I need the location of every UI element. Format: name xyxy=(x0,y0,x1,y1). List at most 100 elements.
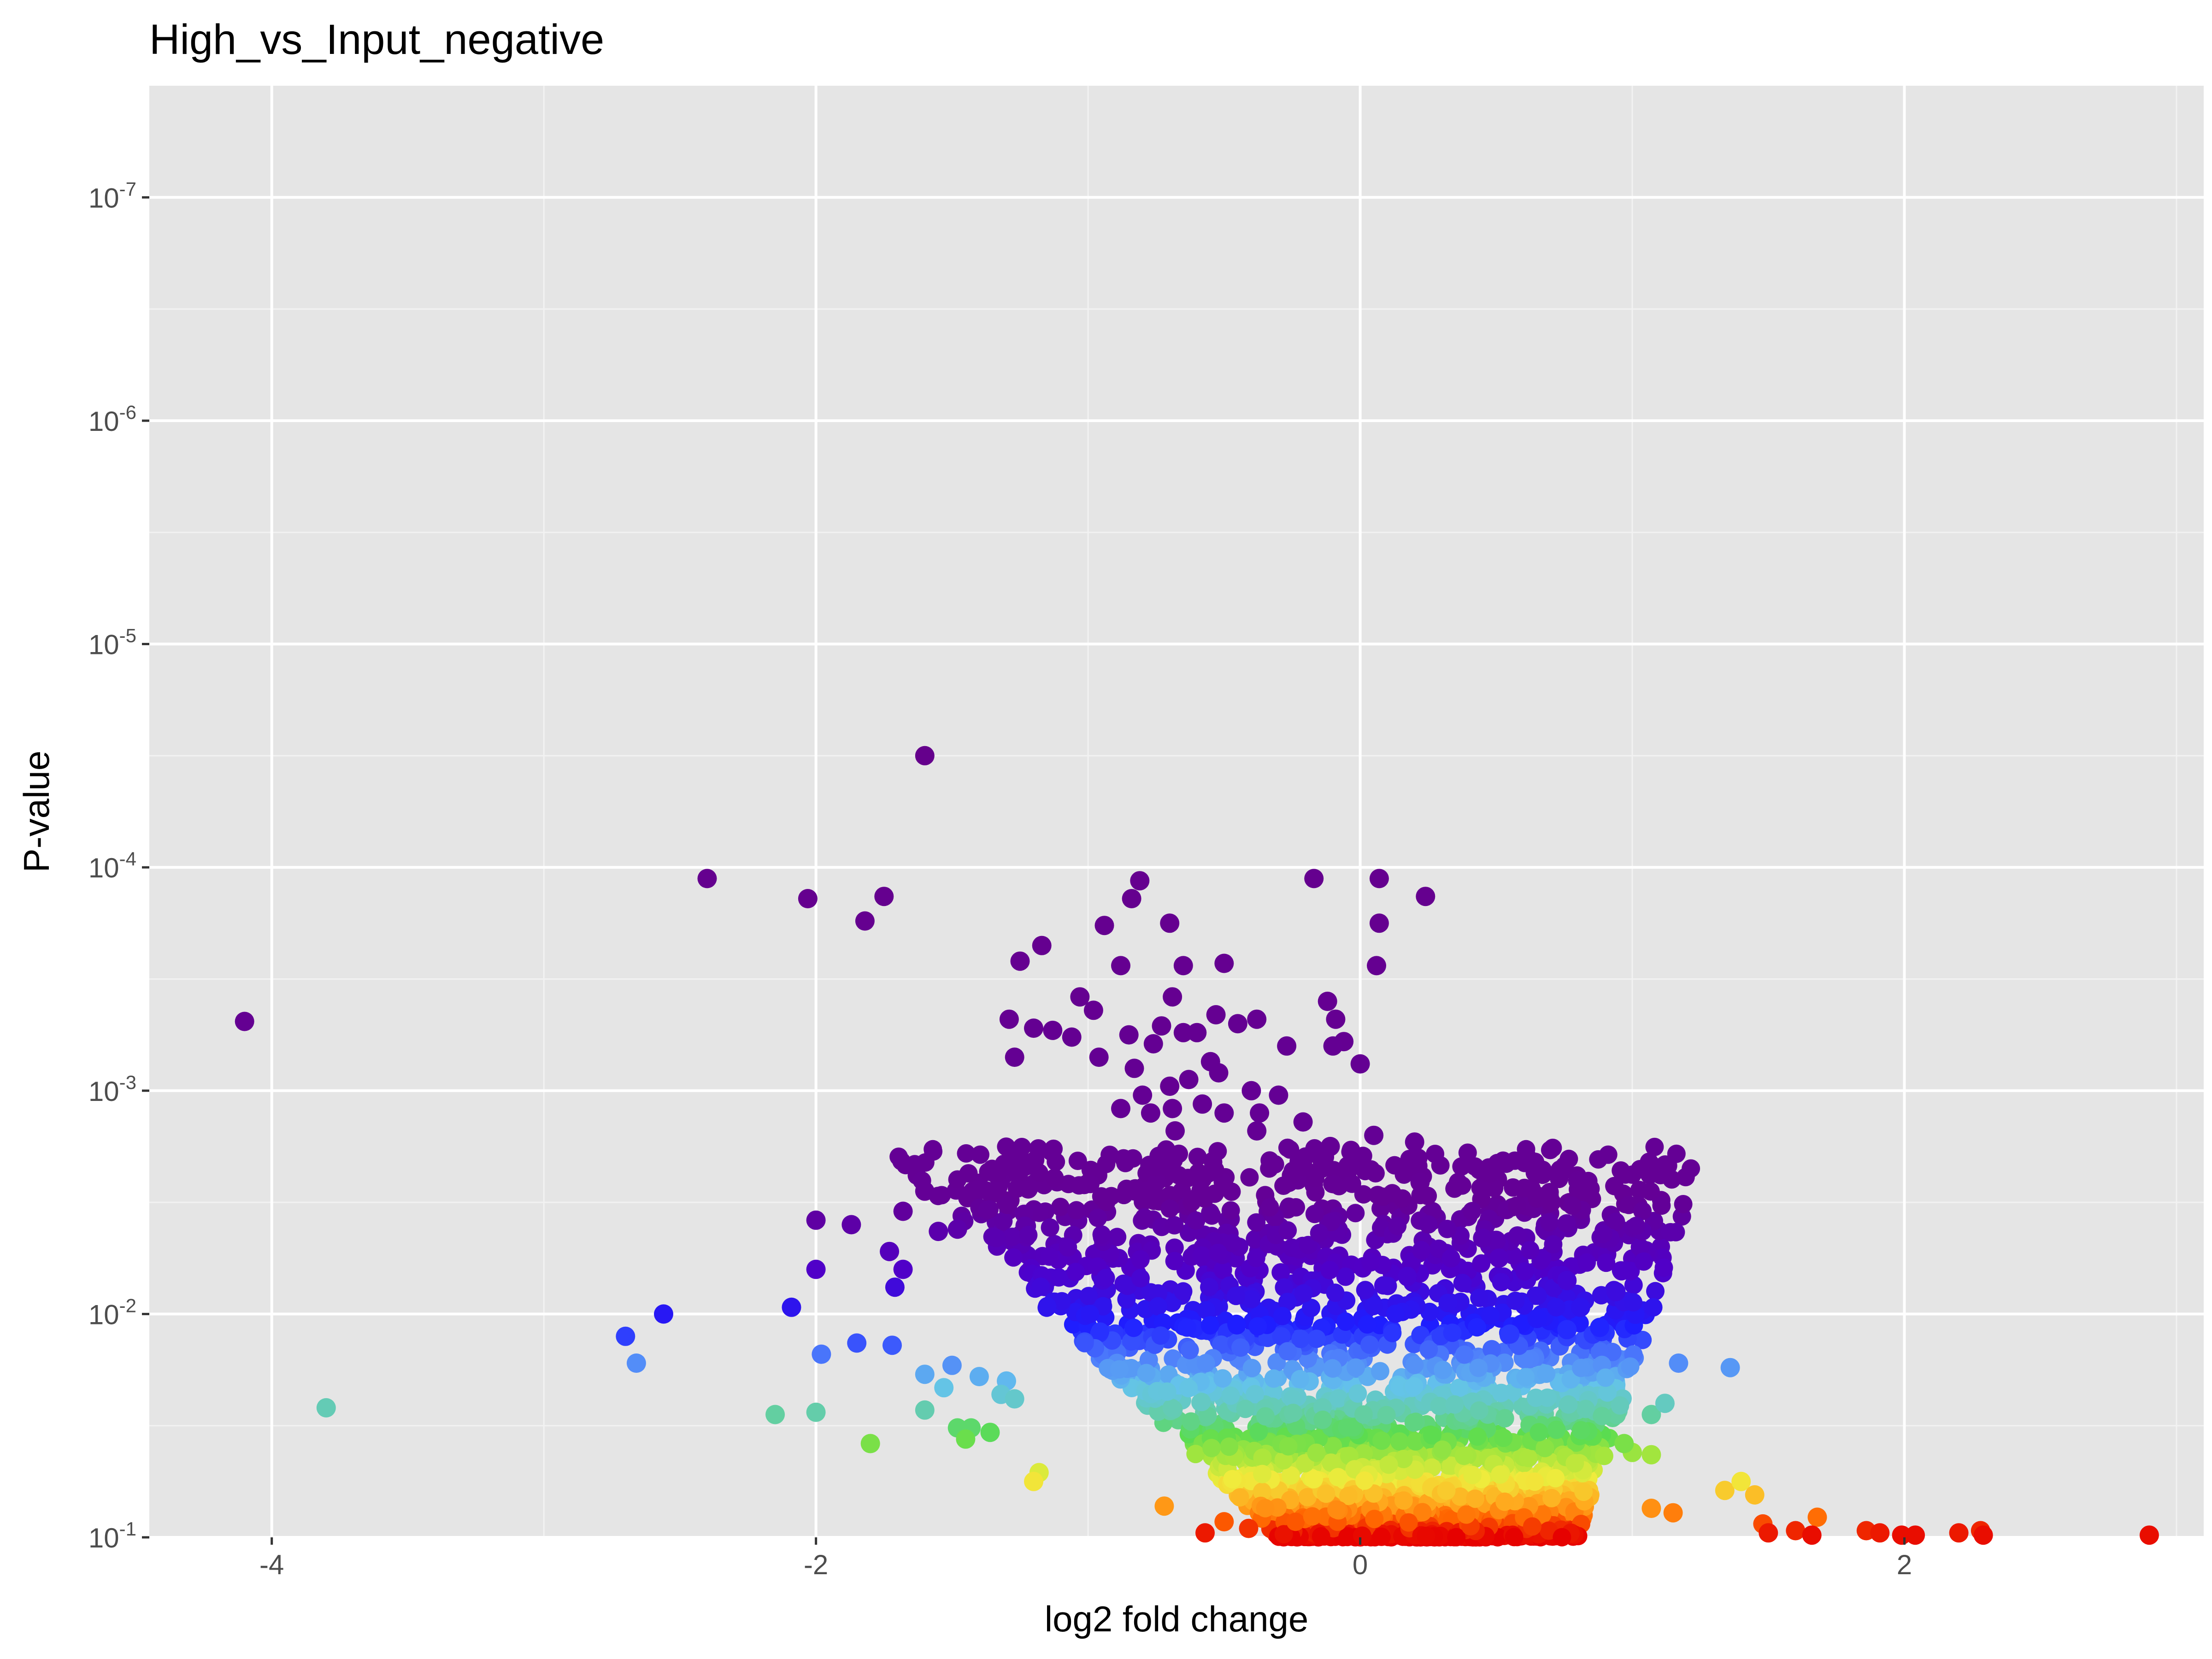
bulk-point xyxy=(1221,1201,1240,1220)
data-point xyxy=(806,1402,826,1422)
data-point xyxy=(860,1434,880,1453)
bulk-point xyxy=(1535,1439,1554,1458)
bulk-point xyxy=(1481,1306,1500,1325)
bulk-point xyxy=(1441,1249,1460,1268)
bulk-point xyxy=(1197,1301,1216,1319)
bulk-point xyxy=(1045,1168,1064,1187)
bulk-point xyxy=(1151,1326,1170,1345)
bulk-point xyxy=(1148,1297,1167,1316)
bulk-point xyxy=(1405,1377,1424,1396)
bulk-point xyxy=(1336,1312,1355,1331)
bulk-point xyxy=(1221,1386,1240,1405)
bulk-point xyxy=(1306,1169,1325,1188)
data-point xyxy=(882,1335,902,1355)
data-point xyxy=(1870,1523,1890,1543)
bulk-point xyxy=(1633,1201,1652,1220)
data-point xyxy=(1032,935,1052,955)
bulk-point xyxy=(1624,1276,1643,1294)
bulk-point xyxy=(1317,1484,1335,1503)
bulk-point xyxy=(1394,1450,1413,1468)
bulk-point xyxy=(1597,1253,1616,1272)
bulk-point xyxy=(1162,1399,1181,1418)
bulk-point xyxy=(1220,1437,1239,1456)
bulk-point xyxy=(1165,1216,1184,1235)
data-point xyxy=(1228,1014,1247,1034)
bulk-point xyxy=(1038,1297,1057,1316)
x-axis-title: log2 fold change xyxy=(1045,1599,1308,1639)
bulk-point xyxy=(1506,1291,1525,1310)
data-point xyxy=(915,746,935,765)
bulk-point xyxy=(1347,1358,1365,1377)
bulk-point xyxy=(1131,1250,1150,1269)
bulk-point xyxy=(1303,1507,1322,1526)
bulk-point xyxy=(1508,1196,1526,1215)
bulk-point xyxy=(1644,1298,1663,1317)
bulk-point xyxy=(1366,1164,1385,1182)
data-point xyxy=(874,887,894,906)
bulk-point xyxy=(1326,1283,1345,1302)
data-point xyxy=(999,1009,1019,1029)
data-point xyxy=(1239,1518,1259,1538)
data-point xyxy=(1367,956,1386,976)
y-tick-label: 10-7 xyxy=(88,178,136,213)
bulk-point xyxy=(1605,1177,1624,1195)
bulk-point xyxy=(1577,1181,1596,1200)
data-point xyxy=(1906,1525,1925,1545)
data-point xyxy=(1557,1271,1577,1290)
data-point xyxy=(1062,1027,1082,1047)
bulk-point xyxy=(1212,1335,1230,1354)
bulk-point xyxy=(1003,1227,1022,1246)
data-point xyxy=(1527,1309,1547,1329)
data-point xyxy=(1807,1507,1827,1527)
bulk-point xyxy=(1472,1254,1491,1273)
bulk-point xyxy=(1182,1412,1200,1431)
data-point xyxy=(616,1326,635,1346)
data-point xyxy=(1320,1136,1340,1156)
data-point xyxy=(1141,1103,1160,1123)
bulk-point xyxy=(1455,1345,1474,1364)
data-point xyxy=(1590,1318,1610,1337)
bulk-point xyxy=(1160,1199,1179,1218)
x-tick-label: 0 xyxy=(1353,1549,1368,1580)
bulk-point xyxy=(1286,1512,1305,1531)
bulk-point xyxy=(1525,1472,1544,1491)
data-point xyxy=(1160,1077,1180,1096)
bulk-point xyxy=(1274,1525,1293,1544)
bulk-point xyxy=(1075,1334,1094,1353)
bulk-point xyxy=(1494,1151,1512,1170)
bulk-point xyxy=(1538,1388,1557,1407)
bulk-point xyxy=(1374,1276,1393,1295)
bulk-point xyxy=(1278,1138,1297,1157)
data-point xyxy=(1606,1282,1626,1301)
x-tick-label: 2 xyxy=(1897,1549,1912,1580)
bulk-point xyxy=(1458,1143,1477,1162)
bulk-point xyxy=(1066,1263,1085,1282)
data-points xyxy=(235,746,2159,1545)
bulk-point xyxy=(1385,1156,1404,1175)
bulk-point xyxy=(1519,1448,1538,1467)
bulk-point xyxy=(1530,1423,1548,1441)
bulk-point xyxy=(1222,1182,1241,1201)
bulk-point xyxy=(1437,1481,1456,1500)
bulk-point xyxy=(1307,1330,1326,1348)
bulk-point xyxy=(1451,1487,1470,1506)
bulk-point xyxy=(1079,1287,1098,1306)
bulk-point xyxy=(1388,1217,1407,1235)
data-point xyxy=(765,1405,785,1424)
bulk-point xyxy=(978,1200,997,1219)
bulk-point xyxy=(1354,1185,1373,1204)
data-point xyxy=(1557,1320,1577,1340)
bulk-point xyxy=(1377,1406,1396,1424)
data-point xyxy=(1193,1094,1212,1114)
data-point xyxy=(1214,953,1234,973)
bulk-point xyxy=(1248,1317,1267,1336)
bulk-point xyxy=(1097,1192,1116,1211)
bulk-point xyxy=(1274,1177,1293,1195)
bulk-point xyxy=(1291,1330,1310,1348)
bulk-point xyxy=(1365,1510,1384,1529)
bulk-point xyxy=(1068,1152,1087,1170)
data-point xyxy=(1323,1036,1343,1056)
data-point xyxy=(1759,1523,1778,1543)
data-point xyxy=(929,1222,948,1241)
bulk-point xyxy=(1470,1401,1488,1420)
